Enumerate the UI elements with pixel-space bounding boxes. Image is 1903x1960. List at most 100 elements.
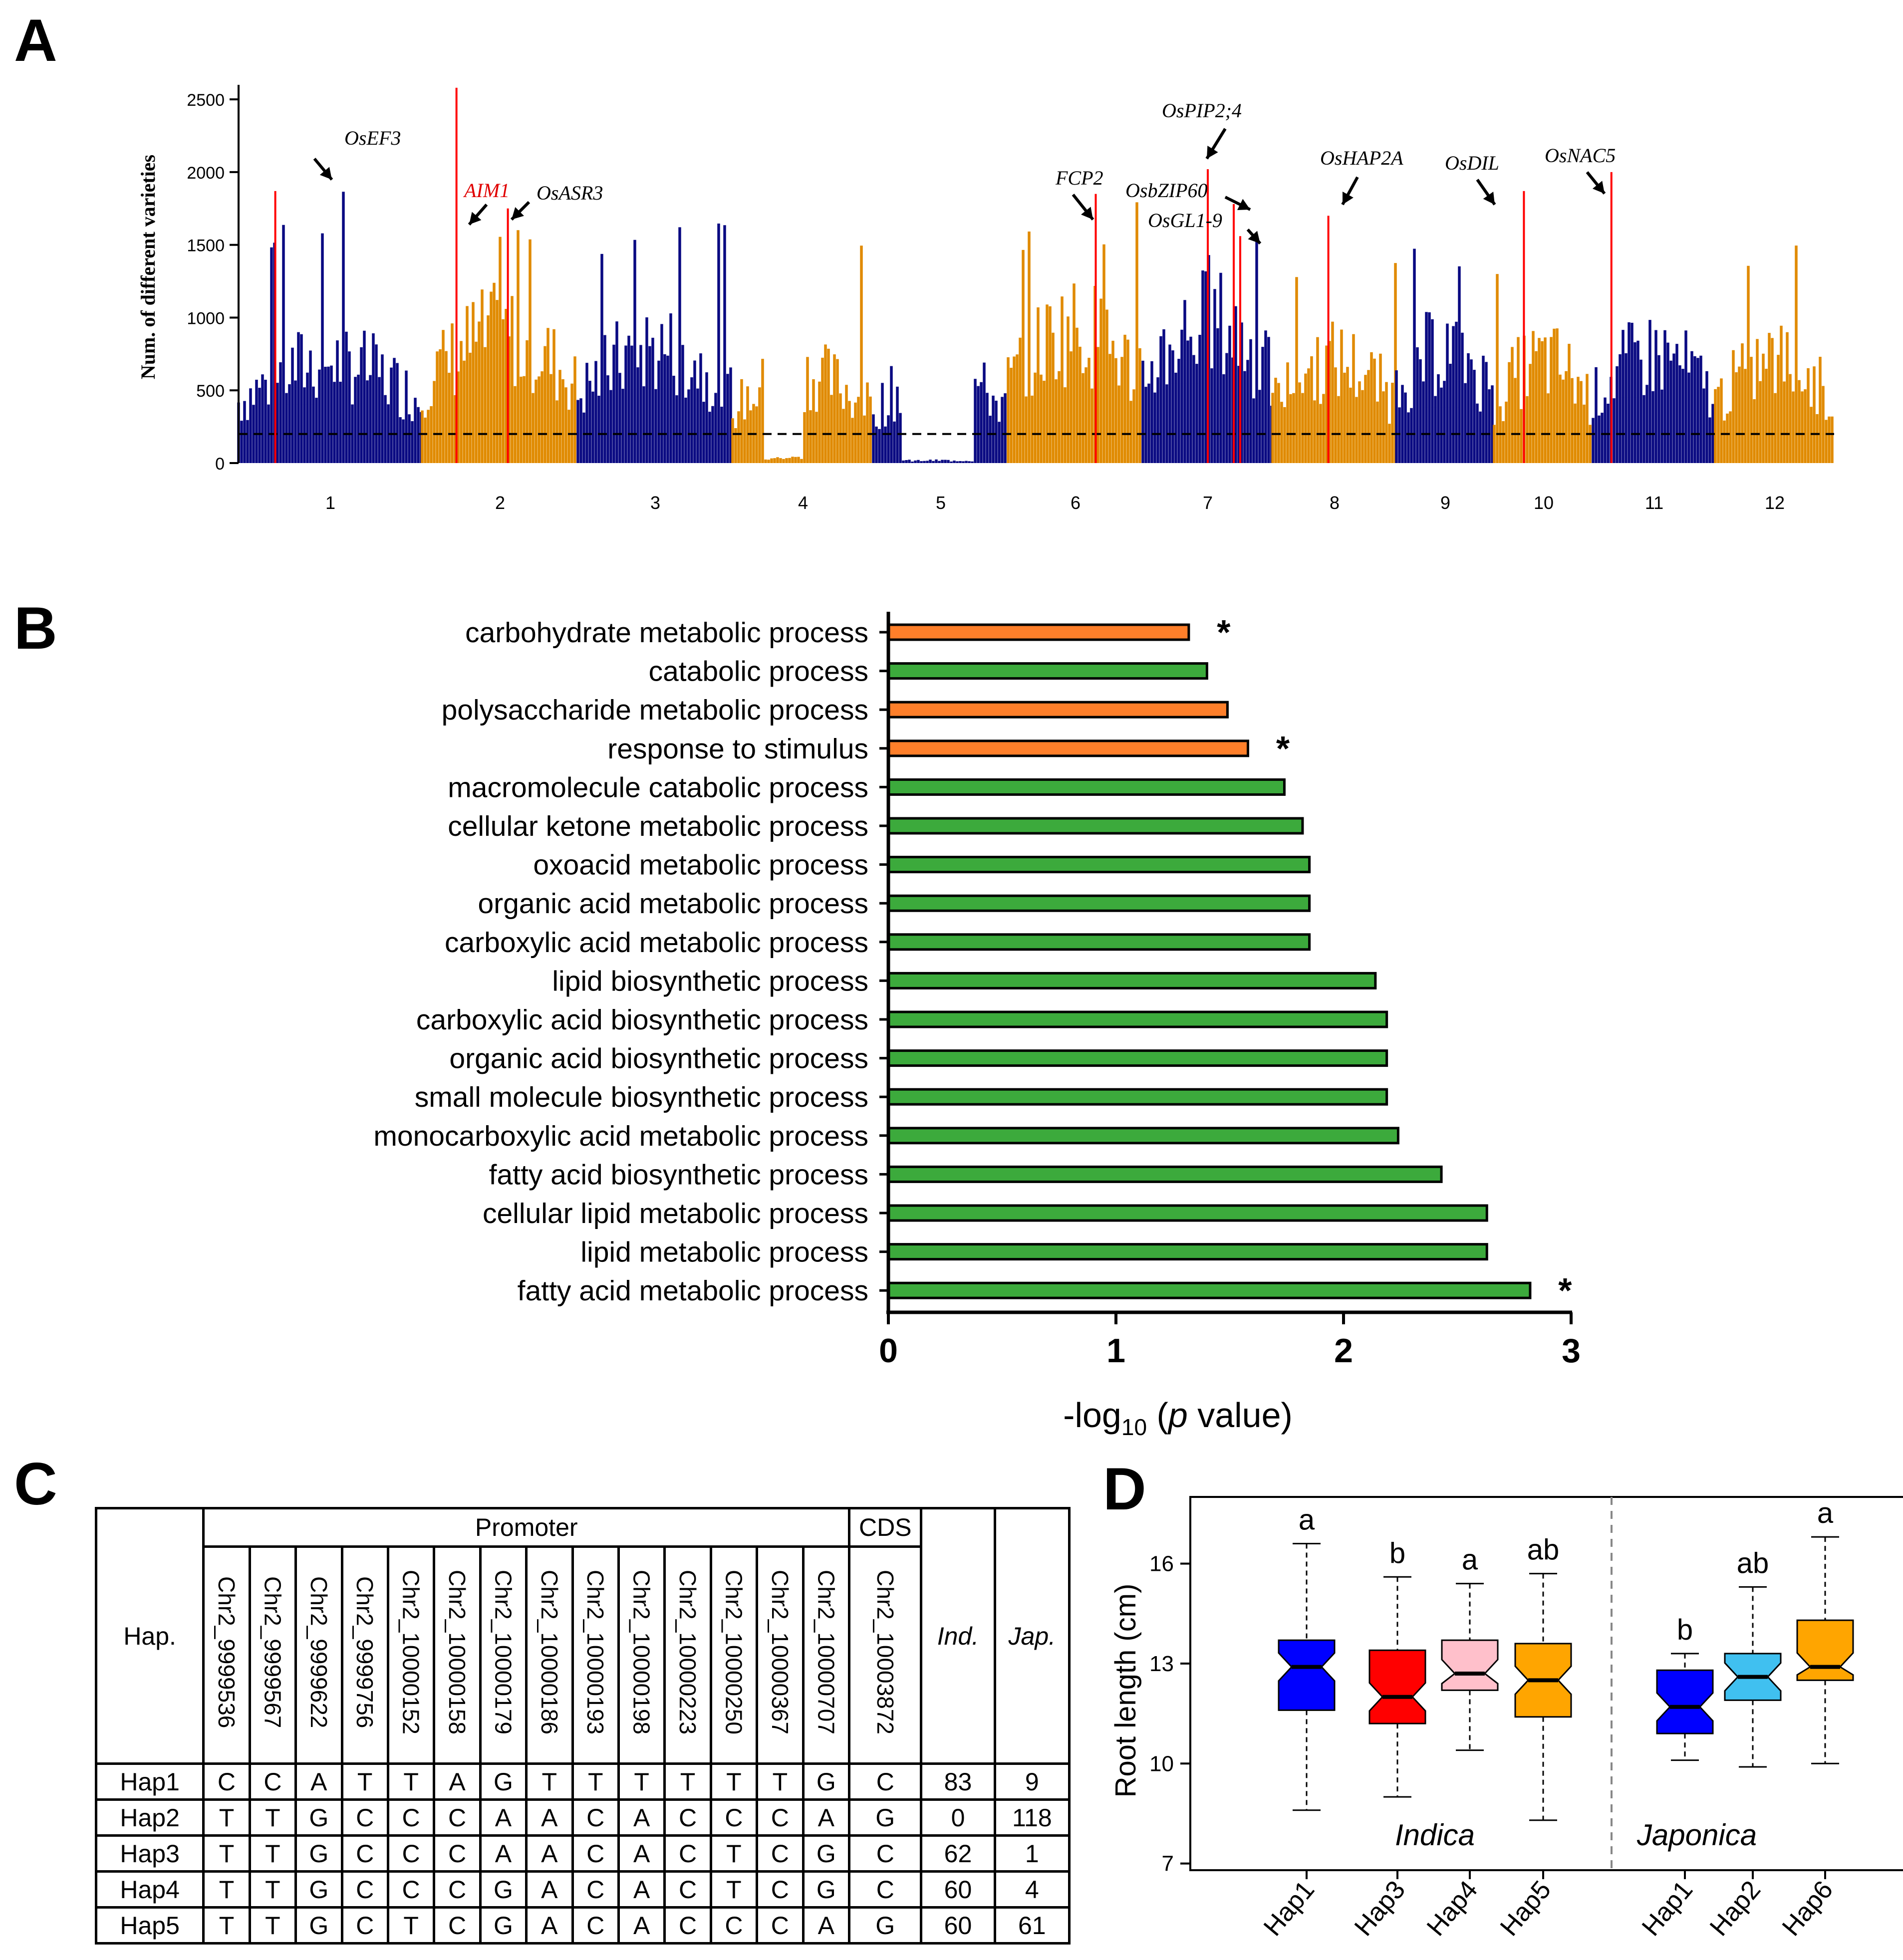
gene-osasr3: OsASR3 — [507, 182, 603, 463]
allele-cell: G — [294, 1798, 343, 1837]
allele-cell: T — [202, 1870, 251, 1909]
category-label: cellular lipid metabolic process — [483, 1198, 868, 1229]
allele-cell: C — [386, 1870, 436, 1909]
gene-label: OsPIP2;4 — [1162, 99, 1242, 122]
chromosome-9-bars — [1395, 248, 1494, 463]
box-body — [1368, 1649, 1426, 1724]
box-japonica-hap1: b — [1656, 1614, 1714, 1761]
count-cell: 1 — [993, 1834, 1071, 1873]
bar — [887, 739, 1249, 757]
gene-annotations: OsEF3 AIM1 OsASR3 FCP2 OsPIP2;4 OsbZIP60 OsGL1… — [274, 87, 1616, 463]
allele-cell: G — [294, 1906, 343, 1945]
y-tick-label-1: 500 — [196, 382, 225, 401]
allele-cell: G — [802, 1834, 851, 1873]
position-header-14: Chr2_10003872 — [848, 1545, 923, 1765]
chromosome-11-signal — [1592, 320, 1714, 463]
gene-osef3: OsEF3 — [274, 127, 401, 463]
allele-cell: G — [479, 1762, 528, 1801]
category-label: polysaccharide metabolic process — [442, 694, 868, 726]
gene-label: OsASR3 — [537, 182, 603, 204]
allele-cell: C — [848, 1870, 923, 1909]
bar-row-0: carbohydrate metabolic process * — [465, 613, 1231, 652]
x-tick-label: Hap1 — [1636, 1875, 1698, 1942]
gene-osgl1-9: OsGL1-9 — [1148, 209, 1262, 463]
x-tick-label-3: 3 — [1562, 1332, 1581, 1370]
count-cell: 4 — [993, 1870, 1071, 1909]
x-tick-label-12: 12 — [1765, 492, 1785, 513]
category-label: lipid metabolic process — [580, 1236, 868, 1268]
allele-cell: C — [386, 1834, 436, 1873]
allele-cell: C — [433, 1870, 482, 1909]
count-cell: 61 — [993, 1906, 1071, 1945]
x-tick-label-1: 1 — [325, 492, 335, 513]
allele-cell: C — [340, 1870, 389, 1909]
y-tick-label-4: 2000 — [187, 164, 225, 183]
table-row: Hap3 T T G C C C A A C A C T C G C 62 1 — [94, 1834, 1071, 1873]
hap-name: Hap1 — [94, 1762, 205, 1801]
allele-cell: T — [709, 1834, 759, 1873]
category-label: lipid biosynthetic process — [552, 965, 868, 997]
count-cell: 62 — [920, 1834, 996, 1873]
y-axis-label: Root length (cm) — [1109, 1584, 1142, 1798]
bars: carbohydrate metabolic process * catabolic… — [373, 613, 1572, 1310]
gene-osdil: OsDIL — [1445, 152, 1525, 463]
category-label: cellular ketone metabolic process — [448, 810, 868, 842]
allele-cell: C — [433, 1906, 482, 1945]
x-tick-label: Hap2 — [1704, 1875, 1766, 1942]
panel-letter-c: C — [14, 1451, 57, 1517]
allele-cell: C — [433, 1834, 482, 1873]
allele-cell: T — [248, 1798, 297, 1837]
gene-arrow-head — [1342, 192, 1354, 205]
x-tick-label: Hap3 — [1349, 1875, 1411, 1942]
allele-cell: C — [663, 1834, 712, 1873]
bar-row-3: response to stimulus * — [607, 729, 1290, 768]
allele-cell: T — [756, 1762, 805, 1801]
gene-label: OsEF3 — [344, 127, 401, 149]
allele-cell: T — [340, 1762, 389, 1801]
count-cell: 9 — [993, 1762, 1071, 1801]
bar — [887, 1165, 1443, 1183]
allele-cell: T — [386, 1906, 436, 1945]
group-label-japonica: Japonica — [1636, 1818, 1757, 1852]
x-tick-label-11: 11 — [1645, 492, 1663, 513]
category-label: oxoacid metabolic process — [533, 849, 868, 881]
allele-cell: C — [756, 1798, 805, 1837]
count-cell: 118 — [993, 1798, 1071, 1837]
position-header-7: Chr2_10000186 — [525, 1545, 574, 1765]
allele-cell: T — [202, 1906, 251, 1945]
panel-letter-b: B — [14, 595, 57, 662]
allele-cell: C — [571, 1834, 620, 1873]
chromosome-6-signal — [1007, 202, 1141, 463]
group-label-indica: Indica — [1395, 1818, 1475, 1852]
x-tick-label-9: 9 — [1440, 492, 1450, 513]
bar-row-13: monocarboxylic acid metabolic process — [373, 1120, 1399, 1152]
x-tick-label-2: 2 — [495, 492, 505, 513]
x-tick-label-5: 5 — [936, 492, 946, 513]
bar — [887, 701, 1229, 719]
allele-cell: C — [340, 1798, 389, 1837]
table-row: Hap5 T T G C T C G A C A C C C A G 60 61 — [94, 1906, 1071, 1945]
position-header-2: Chr2_9999622 — [294, 1545, 343, 1765]
chromosome-8-bars — [1271, 263, 1397, 463]
allele-cell: A — [617, 1798, 666, 1837]
table-row: Hap4 T T G C C C G A C A C T C G C 60 4 — [94, 1870, 1071, 1909]
bar-row-6: oxoacid metabolic process — [533, 849, 1311, 881]
bar — [887, 933, 1311, 951]
bar — [887, 1243, 1488, 1261]
go-enrichment-chart: carbohydrate metabolic process * catabolic… — [373, 612, 1581, 1440]
gene-arrow-head — [1483, 192, 1495, 205]
allele-cell: A — [525, 1798, 574, 1837]
y-tick-label-3: 16 — [1149, 1552, 1174, 1576]
gene-label: FCP2 — [1055, 167, 1103, 189]
y-ticks: 7 10 13 16 — [1149, 1552, 1190, 1876]
allele-cell: A — [525, 1906, 574, 1945]
allele-cell: C — [248, 1762, 297, 1801]
allele-cell: T — [709, 1870, 759, 1909]
box-body — [1441, 1639, 1499, 1691]
allele-cell: G — [294, 1870, 343, 1909]
chromosome-11-bars — [1592, 320, 1714, 463]
bar-row-10: carboxylic acid biosynthetic process — [416, 1004, 1388, 1036]
chromosome-5-signal — [872, 362, 1007, 463]
allele-cell: C — [433, 1798, 482, 1837]
gene-label: OsGL1-9 — [1148, 209, 1222, 232]
